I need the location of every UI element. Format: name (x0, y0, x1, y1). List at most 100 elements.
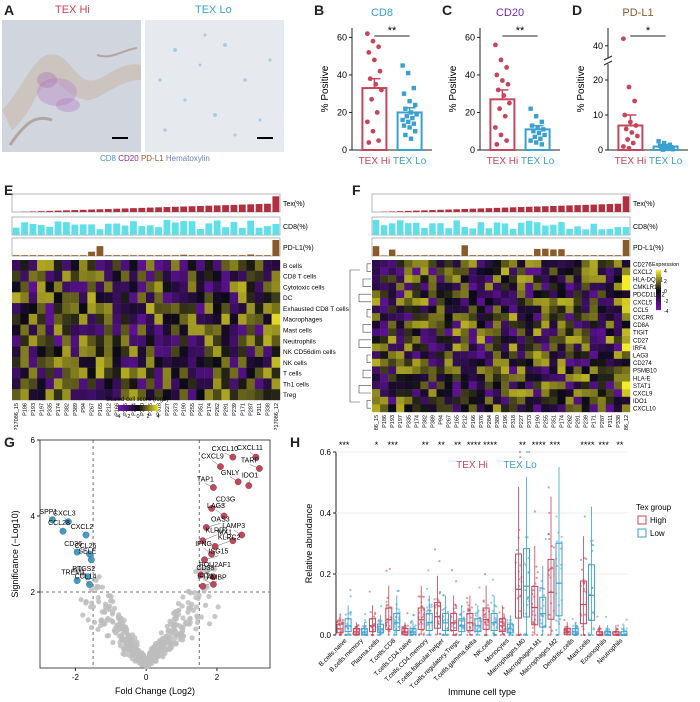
category-label: TEX Lo (521, 156, 555, 167)
heatmap-cell (37, 356, 46, 368)
row-label: CXCR6 (633, 316, 654, 322)
heatmap-cell (549, 351, 558, 359)
heatmap-cell (154, 303, 163, 315)
heatmap-cell (129, 367, 138, 379)
heatmap-cell (492, 396, 502, 405)
heatmap-cell (404, 267, 413, 276)
legend-swatch (155, 405, 157, 411)
gene-label: CXCL9 (201, 454, 224, 461)
data-point (633, 123, 639, 128)
heatmap-cell (53, 356, 63, 368)
heatmap-cell (589, 275, 598, 283)
abundance-point (535, 633, 539, 637)
heatmap-cell (53, 260, 63, 271)
abundance-point (540, 607, 543, 610)
heatmap-cell (452, 320, 461, 329)
heatmap-cell (420, 275, 429, 283)
x-tick-label: -2 (72, 673, 80, 682)
track-bar (230, 255, 238, 256)
legend-swatch (150, 405, 152, 411)
heatmap-cell (271, 389, 281, 401)
heatmap-cell (605, 343, 615, 352)
track-bar (469, 255, 477, 256)
heatmap-cell (460, 320, 469, 329)
column-label: P239 (232, 403, 238, 416)
heatmap-cell (154, 389, 163, 401)
heatmap-cell (484, 404, 494, 413)
heatmap-cell (12, 389, 21, 401)
heatmap-cell (452, 358, 461, 367)
heatmap-cell (129, 260, 138, 271)
track-bar (445, 209, 452, 212)
heatmap-cell (428, 381, 437, 390)
heatmap-cell (271, 260, 281, 271)
heatmap-cell (254, 346, 264, 358)
heatmap-cell (104, 389, 113, 401)
abundance-point (409, 626, 412, 629)
row-label: HLA-DQA1 (633, 278, 664, 284)
heatmap-cell (154, 260, 163, 271)
label-leader (206, 523, 221, 528)
heatmap-cell (187, 335, 197, 347)
heatmap-cell (120, 389, 130, 401)
heatmap-cell (380, 313, 389, 321)
abundance-point (583, 515, 586, 518)
heatmap-cell (517, 396, 526, 405)
heatmap-cell (137, 303, 147, 315)
heatmap-cell (271, 346, 281, 358)
heatmap-cell (509, 260, 518, 268)
track-bar (104, 208, 112, 212)
heatmap-cell (388, 267, 397, 276)
heatmap-cell (238, 281, 247, 293)
heatmap-cell (452, 389, 461, 397)
heatmap-cell (12, 356, 21, 368)
heatmap-cell (533, 305, 542, 314)
track-bar (255, 255, 263, 256)
heatmap-cell (557, 381, 566, 390)
heatmap-cell (605, 328, 615, 337)
heatmap-cell (452, 328, 461, 337)
track-bar (247, 220, 255, 235)
heatmap-cell (541, 305, 550, 314)
heatmap-cell (154, 324, 163, 336)
track-bar (413, 222, 420, 235)
heatmap-cell (246, 324, 256, 336)
heatmap-cell (484, 374, 494, 382)
legend-swatch (656, 284, 661, 286)
column-label: P335 (48, 403, 54, 416)
heatmap-cell (509, 343, 518, 352)
heatmap-cell (509, 381, 518, 390)
heatmap-cell (533, 260, 542, 268)
heatmap-cell (436, 336, 445, 344)
heatmap-cell (162, 324, 172, 336)
heatmap-cell (452, 343, 461, 352)
heatmap-cell (501, 366, 510, 375)
gene-point (165, 628, 171, 634)
gene-point (197, 566, 203, 572)
gene-point (159, 640, 166, 646)
track-bar (493, 222, 501, 235)
track-bar (396, 211, 404, 212)
legend-swatch (132, 405, 134, 411)
heatmap-cell (396, 343, 405, 352)
heatmap-cell (179, 292, 189, 304)
track-bar (558, 249, 565, 256)
legend-tick: -4 (664, 309, 669, 315)
abundance-point (550, 545, 554, 548)
heatmap-cell (484, 313, 494, 321)
row-label: CD8A (633, 323, 649, 329)
heatmap-cell (171, 292, 180, 304)
heatmap-cell (62, 270, 71, 282)
heatmap-cell (436, 260, 445, 268)
heatmap-cell (428, 366, 437, 375)
heatmap-cell (517, 404, 526, 413)
label-leader (72, 576, 78, 581)
legend-swatch (124, 405, 126, 411)
heatmap-cell (162, 367, 172, 379)
row-label: PSMB10 (633, 369, 657, 375)
heatmap-cell (162, 346, 172, 358)
heatmap-cell (37, 292, 46, 304)
data-point (622, 112, 628, 118)
heatmap-cell (444, 305, 453, 314)
